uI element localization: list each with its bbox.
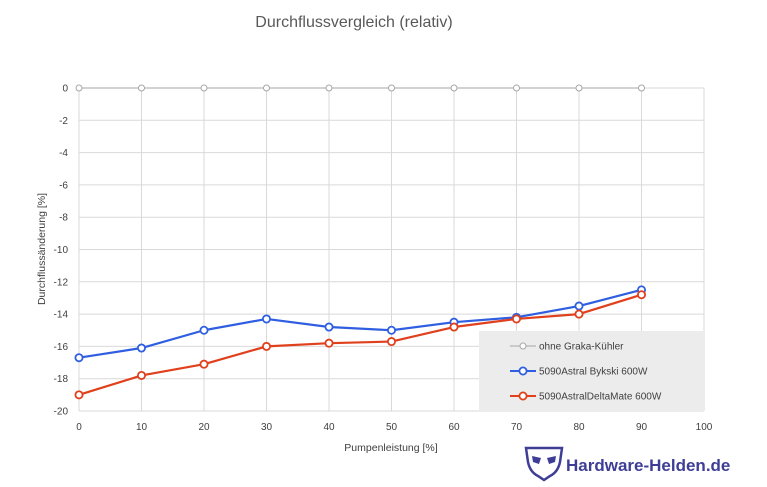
legend-label: ohne Graka-Kühler <box>539 342 624 353</box>
mask-logo-icon <box>524 446 564 482</box>
legend: ohne Graka-Kühler 5090Astral Bykski 600W 5… <box>479 331 705 411</box>
x-tick-label: 30 <box>261 422 273 433</box>
data-point <box>324 338 334 348</box>
data-point <box>450 84 458 92</box>
x-tick-label: 0 <box>76 422 82 433</box>
x-tick-label: 90 <box>636 422 648 433</box>
x-tick-label: 100 <box>696 422 713 433</box>
data-point <box>512 314 522 324</box>
legend-swatch-marker <box>518 391 528 401</box>
data-point <box>261 314 271 324</box>
y-tick-label: -10 <box>54 245 69 256</box>
legend-swatch-marker <box>518 366 528 376</box>
data-point <box>386 325 396 335</box>
data-point <box>199 359 209 369</box>
y-tick-label: -18 <box>54 374 69 385</box>
legend-label: 5090AstralDeltaMate 600W <box>539 392 662 403</box>
y-tick-label: -6 <box>59 180 68 191</box>
data-point <box>200 84 208 92</box>
x-tick-label: 80 <box>573 422 585 433</box>
legend-item: ohne Graka-Kühler <box>510 342 624 353</box>
y-tick-label: -4 <box>59 148 68 159</box>
data-point <box>74 390 84 400</box>
x-tick-label: 10 <box>136 422 148 433</box>
data-point <box>136 343 146 353</box>
data-point <box>574 309 584 319</box>
data-point <box>263 84 270 92</box>
data-point <box>324 322 334 332</box>
data-point <box>261 341 271 351</box>
x-tick-label: 60 <box>448 422 460 433</box>
y-tick-label: -8 <box>59 213 68 224</box>
y-tick-label: -16 <box>54 342 69 353</box>
x-axis-label: Pumpenleistung [%] <box>344 442 437 454</box>
data-point <box>513 84 520 92</box>
data-point <box>136 370 146 380</box>
series-3 <box>74 290 647 400</box>
data-point <box>388 84 395 92</box>
y-tick-label: -2 <box>59 116 68 127</box>
data-point <box>638 84 645 92</box>
y-axis-label: Durchflussänderung [%] <box>36 193 48 305</box>
y-tick-label: 0 <box>62 84 68 95</box>
series-line <box>78 288 642 359</box>
series-line <box>78 293 642 396</box>
watermark-text: Hardware-Helden.de <box>566 456 730 475</box>
data-point <box>449 322 459 332</box>
x-tick-label: 40 <box>323 422 335 433</box>
x-tick-label: 20 <box>198 422 210 433</box>
data-point <box>75 84 83 92</box>
y-tick-label: -14 <box>54 310 69 321</box>
x-tick-label: 70 <box>511 422 523 433</box>
legend-swatch-marker <box>519 342 527 350</box>
legend-label: 5090Astral Bykski 600W <box>539 367 648 378</box>
legend-item: 5090Astral Bykski 600W <box>510 366 648 378</box>
watermark: Hardware-Helden.de <box>524 446 730 482</box>
y-tick-label: -20 <box>54 407 69 418</box>
data-point <box>199 325 209 335</box>
y-tick-label: -12 <box>54 277 69 288</box>
series-1 <box>75 84 645 92</box>
data-point <box>325 84 333 92</box>
series-group <box>74 84 647 400</box>
data-point <box>637 290 647 300</box>
data-point <box>74 353 84 363</box>
data-point <box>386 337 396 347</box>
chart-title: Durchflussvergleich (relativ) <box>255 14 452 31</box>
tick-labels: 0 -2 -4 -6 -8 -10 -12 -14 -16 -18 -20 0 10 20 30 40 50 60… <box>54 84 713 434</box>
data-point <box>574 301 584 311</box>
data-point <box>138 84 145 92</box>
data-point <box>575 84 583 92</box>
legend-item: 5090AstralDeltaMate 600W <box>510 391 662 403</box>
x-tick-label: 50 <box>386 422 398 433</box>
